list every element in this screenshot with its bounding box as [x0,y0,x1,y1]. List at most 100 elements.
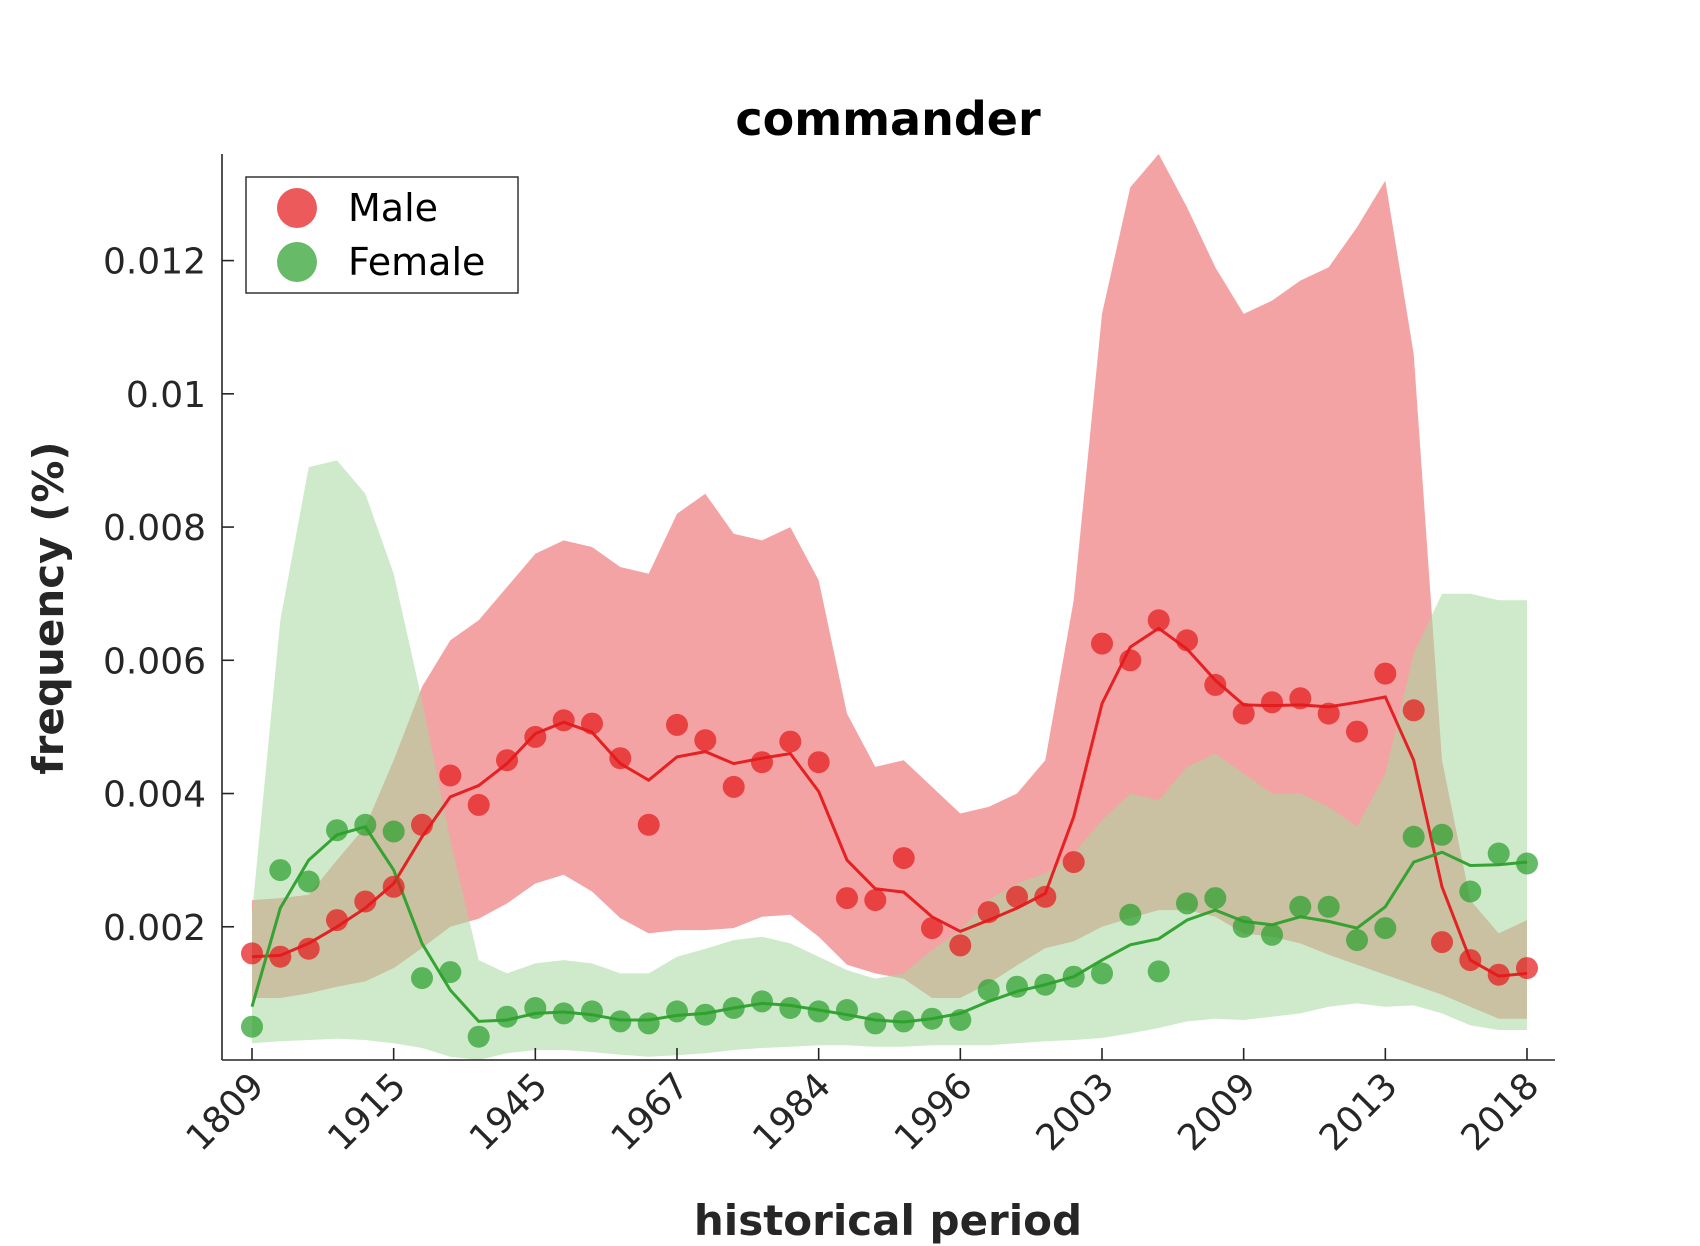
y-tick-label: 0.004 [103,775,206,816]
female-point [807,1000,830,1023]
female-point [467,1025,490,1048]
male-point [892,847,915,870]
male-point [977,901,1000,924]
male-point [1176,629,1198,652]
female-point [921,1007,943,1030]
female-point [1176,892,1198,915]
male-point [326,909,348,932]
female-point [1006,975,1028,998]
male-point [694,729,717,752]
male-point [609,747,632,770]
male-point [864,889,887,912]
male-point [496,749,518,772]
male-point [467,793,490,816]
male-point [921,917,943,940]
female-point [751,990,773,1013]
female-point [1516,852,1538,875]
male-point [1006,885,1028,908]
female-line [250,825,1528,1024]
female-point [1119,903,1142,926]
female-point [439,961,462,984]
male-point [524,725,547,748]
male-point [1346,720,1368,743]
trend-lines [250,626,1528,1024]
legend-female-label: Female [348,240,485,284]
x-tick-label: 1809 [179,1065,273,1159]
male-point [1431,931,1453,954]
male-point [949,934,972,957]
female-point [1261,923,1283,946]
female-point [552,1002,575,1025]
y-tick-label: 0.012 [103,242,206,283]
female-point [836,999,858,1021]
female-point [977,979,1000,1002]
female-point [326,819,348,842]
female-point [1374,917,1397,940]
female-point [694,1003,717,1026]
male-point [439,764,462,787]
male-point [552,709,575,732]
male-point [581,712,603,735]
y-tick-label: 0.01 [126,375,206,416]
male-point [1204,673,1227,696]
female-point [1346,929,1368,952]
y-tick-label: 0.002 [103,908,206,949]
female-point [779,997,802,1019]
male-point [1119,649,1142,672]
confidence-bands [252,154,1527,1060]
y-tick-label: 0.008 [103,508,206,549]
male-point [354,890,377,913]
female-band [252,460,1527,1060]
female-point [864,1012,887,1035]
female-point [241,1015,263,1038]
female-point [892,1010,915,1033]
female-point [297,870,320,893]
male-point [269,945,292,968]
x-tick-label: 1915 [320,1065,414,1159]
legend-female-marker [277,242,317,282]
male-point [1374,662,1397,685]
chart-title: commander [735,92,1041,146]
male-point [1232,702,1255,725]
y-tick-label: 0.006 [103,641,206,682]
x-tick-label: 1967 [604,1065,698,1159]
y-axis-ticks: 0.002 0.004 0.006 0.008 0.01 0.012 [103,242,234,949]
female-point [411,967,433,990]
male-point [1402,699,1425,722]
female-point [1402,825,1425,848]
x-tick-label: 2009 [1170,1065,1264,1159]
female-point [1289,895,1312,918]
x-tick-label: 1996 [887,1065,981,1159]
y-axis-label: frequency (%) [24,441,73,774]
male-point [241,942,263,965]
male-point [666,713,688,736]
male-point [779,730,802,753]
legend: Male Female [245,176,519,294]
male-point [722,775,745,798]
female-point [1431,823,1453,846]
female-point [666,1000,688,1023]
x-tick-label: 1945 [462,1065,556,1159]
data-points [241,609,1538,1048]
female-point [637,1012,660,1035]
female-point [1204,887,1227,910]
x-tick-label: 2003 [1029,1065,1123,1159]
male-point [1062,851,1085,874]
male-point [836,887,858,910]
legend-male-marker [277,188,317,228]
female-point [524,997,547,1019]
x-axis-ticks: 1809 1915 1945 1967 1984 1996 2003 2009 2013 2018 [179,1048,1548,1159]
female-point [496,1005,518,1028]
x-tick-label: 2013 [1312,1065,1406,1159]
female-point [1487,842,1510,865]
male-point [1034,885,1057,908]
male-point [1091,632,1113,655]
female-point [1317,895,1340,918]
female-point [354,813,377,836]
male-point [1147,609,1170,632]
female-point [1034,973,1057,996]
male-point [1516,957,1538,980]
female-point [382,820,405,843]
x-tick-label: 2018 [1454,1065,1548,1159]
male-point [807,751,830,774]
